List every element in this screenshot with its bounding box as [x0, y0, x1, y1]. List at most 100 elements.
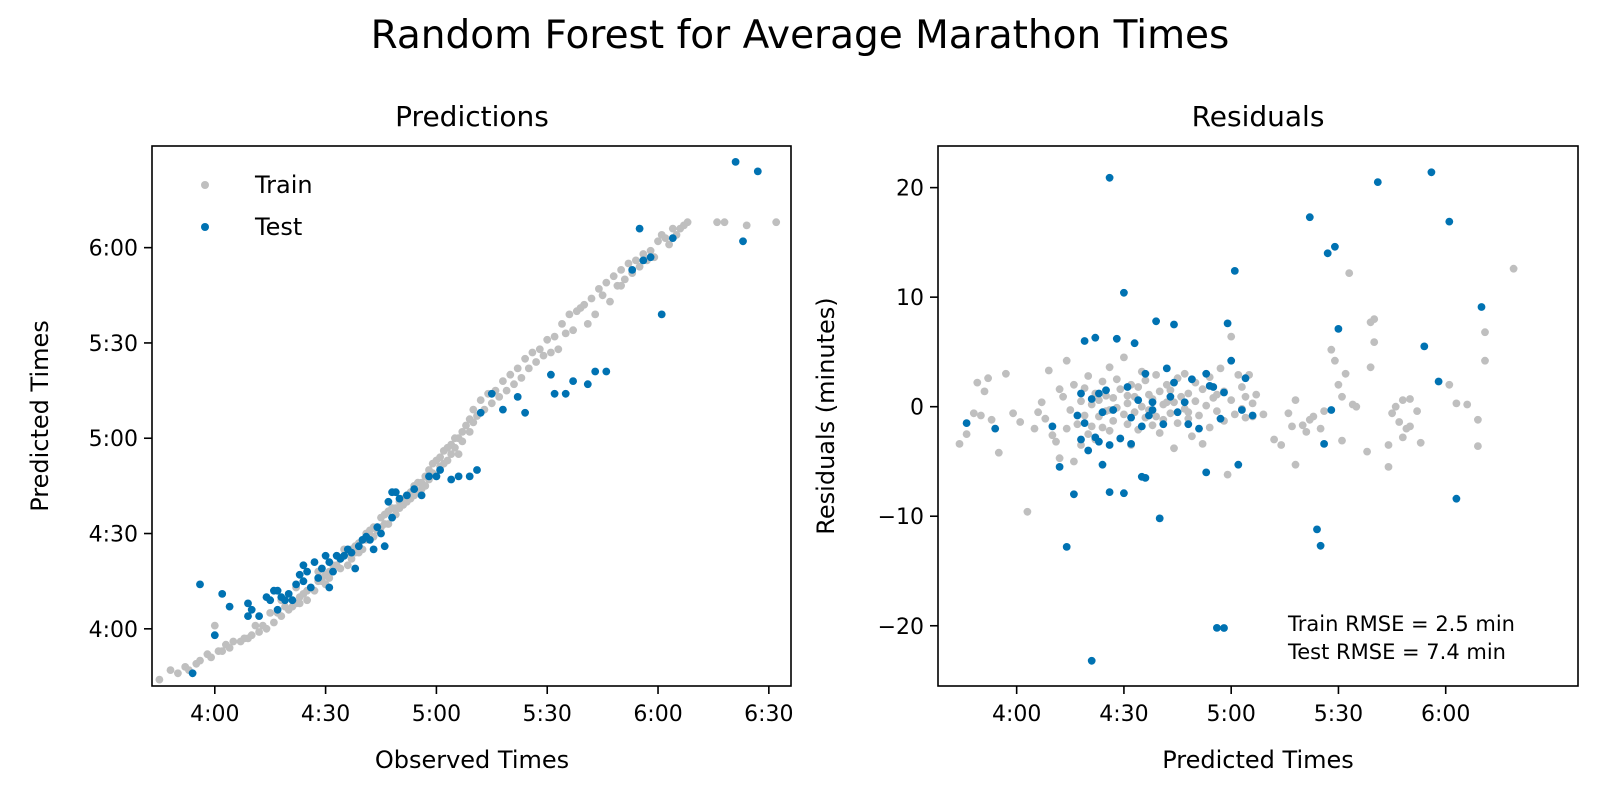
- residuals-test-point: [1105, 173, 1114, 182]
- residuals-train-point: [1334, 380, 1343, 389]
- residuals-test-point: [1305, 213, 1314, 222]
- residuals-train-point: [1413, 407, 1421, 415]
- residuals-train-point: [1198, 440, 1207, 448]
- predictions-test-point: [513, 393, 522, 401]
- residuals-x-tick-label: 4:30: [1099, 702, 1148, 727]
- residuals-train-point: [1030, 424, 1039, 433]
- predictions-train-point: [742, 221, 751, 230]
- residuals-train-point: [1180, 369, 1189, 378]
- residuals-test-point: [1331, 242, 1339, 251]
- predictions-train-point: [251, 621, 260, 630]
- predictions-train-point: [654, 237, 662, 246]
- residuals-train-point: [1398, 433, 1407, 442]
- predictions-test-point: [188, 669, 197, 678]
- residuals-train-point: [994, 448, 1003, 457]
- residuals-test-point: [1070, 490, 1078, 499]
- residuals-train-point: [955, 440, 964, 448]
- predictions-train-point: [554, 345, 563, 354]
- residuals-train-point: [1123, 399, 1132, 408]
- residuals-train-point: [1291, 396, 1300, 404]
- residuals-train-point: [1191, 397, 1200, 406]
- residuals-y-tick-label: 20: [896, 177, 924, 202]
- residuals-train-point: [1080, 411, 1089, 420]
- residuals-train-point: [1298, 421, 1307, 430]
- residuals-train-point: [1062, 356, 1071, 365]
- residuals-test-point: [1334, 325, 1343, 333]
- predictions-train-point: [207, 653, 216, 662]
- residuals-panel: Residuals 4:00 4:30 5:00 5:30 6:00 −20 −10 0 10…: [812, 100, 1579, 774]
- predictions-test-point: [432, 472, 441, 481]
- residuals-test-point: [1434, 377, 1443, 386]
- residuals-test-point: [1105, 488, 1114, 496]
- predictions-x-tick-label: 5:00: [412, 702, 461, 727]
- residuals-test-point: [1173, 408, 1182, 417]
- predictions-train-point: [229, 637, 238, 646]
- residuals-test-point: [1080, 419, 1089, 427]
- predictions-test-point: [281, 596, 289, 605]
- residuals-train-point: [1112, 375, 1121, 384]
- residuals-train-point: [1277, 441, 1286, 449]
- predictions-y-tick-label: 4:30: [89, 523, 138, 548]
- predictions-y-tick-label: 4:00: [89, 618, 138, 643]
- predictions-train-point: [469, 405, 478, 414]
- predictions-train-point: [547, 348, 555, 357]
- residuals-train-point: [1227, 332, 1236, 341]
- residuals-title: Residuals: [1192, 100, 1325, 133]
- residuals-y-tick-label: −10: [878, 505, 924, 530]
- predictions-test-point: [410, 485, 419, 493]
- predictions-x-tick-label: 6:00: [633, 702, 682, 727]
- predictions-train-point: [439, 459, 448, 468]
- residuals-train-point: [1481, 328, 1489, 337]
- residuals-train-point: [1384, 441, 1393, 449]
- predictions-test-point: [635, 224, 644, 233]
- predictions-test-point: [646, 253, 655, 262]
- predictions-train-point: [569, 326, 577, 335]
- predictions-test-point: [288, 596, 297, 605]
- residuals-train-point: [1070, 380, 1078, 389]
- predictions-test-point: [310, 558, 319, 566]
- residuals-train-point: [1073, 420, 1082, 429]
- predictions-train-point: [680, 221, 688, 230]
- predictions-train-point: [606, 297, 614, 306]
- predictions-test-point: [266, 596, 275, 605]
- residuals-test-point: [1141, 474, 1150, 482]
- predictions-test-point: [325, 583, 334, 592]
- predictions-test-point: [753, 167, 762, 176]
- residuals-test-point: [1095, 437, 1103, 446]
- residuals-train-point: [1213, 390, 1221, 399]
- predictions-train-point: [591, 310, 600, 319]
- predictions-train-point: [458, 437, 467, 446]
- predictions-test-point: [340, 551, 348, 560]
- predictions-test-point: [321, 551, 330, 560]
- residuals-train-point: [1037, 398, 1046, 407]
- predictions-train-point: [772, 218, 781, 227]
- predictions-test-point: [318, 564, 326, 573]
- residuals-train-point: [1474, 415, 1482, 424]
- predictions-test-point: [521, 408, 529, 417]
- residuals-test-point: [1098, 460, 1107, 469]
- predictions-test-point: [273, 605, 282, 614]
- residuals-train-point: [1184, 408, 1193, 417]
- residuals-train-point: [1398, 396, 1407, 404]
- predictions-test-point: [417, 491, 426, 500]
- residuals-train-point: [1241, 392, 1250, 401]
- residuals-test-point: [1445, 217, 1454, 226]
- residuals-train-point: [1338, 392, 1346, 401]
- residuals-train-point: [980, 387, 989, 396]
- predictions-test-point: [384, 497, 393, 506]
- residuals-train-point: [1044, 366, 1053, 375]
- residuals-test-point: [1148, 398, 1157, 407]
- residuals-test-point: [1141, 369, 1150, 378]
- residuals-train-point: [1095, 396, 1103, 404]
- predictions-train-point: [583, 320, 592, 328]
- residuals-train-point: [1170, 398, 1178, 407]
- predictions-train-point: [255, 628, 263, 636]
- predictions-test-point: [547, 370, 555, 379]
- predictions-train-point: [550, 332, 559, 341]
- residuals-test-point: [1127, 413, 1135, 422]
- predictions-y-axis-label: Predicted Times: [26, 320, 54, 512]
- residuals-points: [955, 168, 1518, 665]
- predictions-train-point: [421, 482, 430, 490]
- residuals-train-point: [1105, 426, 1114, 435]
